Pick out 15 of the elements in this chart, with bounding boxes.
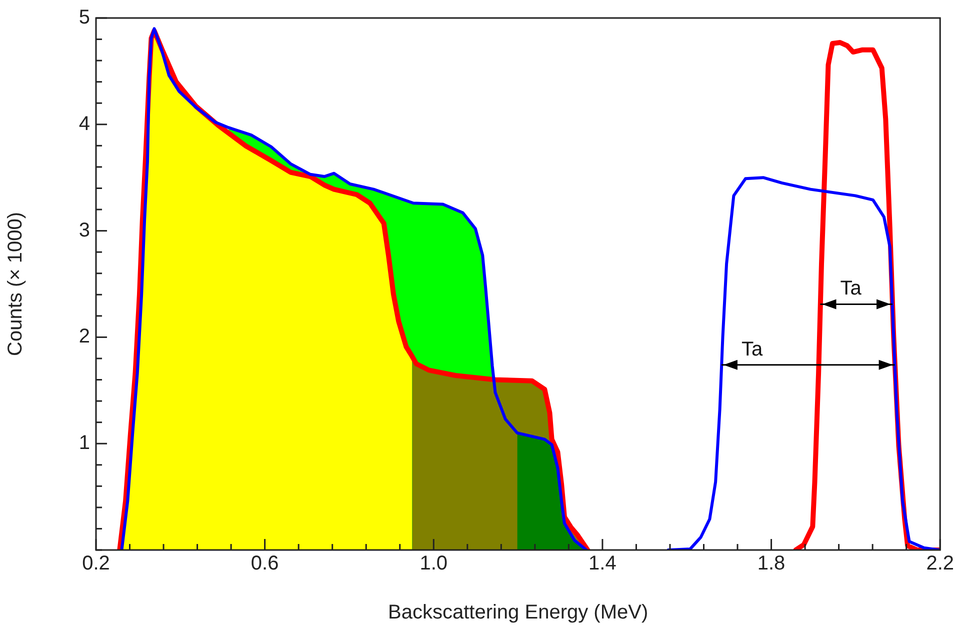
x-tick-label: 0.2 (82, 552, 110, 575)
y-tick-label: 4 (78, 112, 90, 135)
x-tick-label: 2.2 (926, 552, 954, 575)
annotation: Ta (741, 338, 764, 360)
x-tick-label: 0.6 (250, 552, 279, 575)
x-axis-title: Backscattering Energy (MeV) (388, 602, 648, 624)
x-tick-label: 1.4 (588, 552, 616, 575)
x-tick-label: 1.0 (420, 552, 448, 575)
annotation: Ta (840, 278, 862, 300)
y-tick-label: 1 (78, 432, 90, 454)
y-axis-title: Counts (× 1000) (4, 212, 27, 356)
x-tick-label: 1.8 (757, 552, 786, 575)
y-tick-label: 3 (78, 219, 90, 242)
y-tick-label: 2 (78, 326, 90, 348)
y-tick-label: 5 (78, 6, 90, 29)
